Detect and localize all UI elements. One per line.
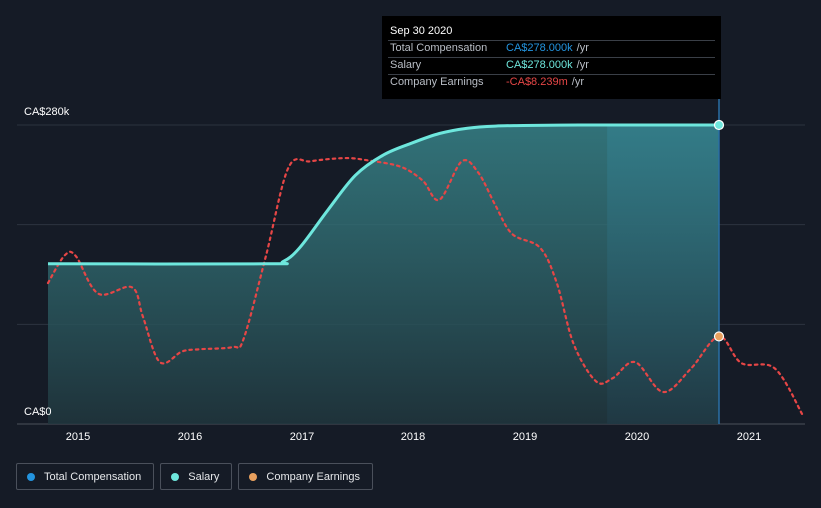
x-tick: 2016 bbox=[177, 431, 203, 443]
tooltip-value-total-compensation: CA$278.000k/yr bbox=[506, 42, 589, 54]
tooltip-unit: /yr bbox=[571, 76, 584, 88]
company-earnings-line bbox=[46, 156, 804, 417]
y-label-zero: CA$0 bbox=[24, 406, 52, 418]
x-tick: 2017 bbox=[289, 431, 315, 443]
legend-label: Company Earnings bbox=[266, 470, 360, 483]
legend: Total Compensation Salary Company Earnin… bbox=[16, 463, 373, 490]
legend-label: Total Compensation bbox=[44, 470, 142, 483]
tooltip-date: Sep 30 2020 bbox=[390, 25, 453, 37]
tooltip-divider bbox=[388, 40, 715, 41]
tooltip-unit: /yr bbox=[576, 59, 589, 71]
legend-item-company-earnings[interactable]: Company Earnings bbox=[238, 463, 373, 490]
legend-dot-icon bbox=[249, 472, 258, 481]
x-tick: 2021 bbox=[736, 431, 762, 443]
tooltip-value-company-earnings: -CA$8.239m/yr bbox=[506, 76, 584, 88]
legend-item-salary[interactable]: Salary bbox=[160, 463, 233, 490]
tooltip-value-salary: CA$278.000k/yr bbox=[506, 59, 589, 71]
compensation-area bbox=[48, 124, 719, 424]
tooltip-divider bbox=[388, 57, 715, 58]
x-tick: 2018 bbox=[400, 431, 426, 443]
tooltip-amount: CA$278.000k bbox=[506, 42, 573, 54]
earnings-marker bbox=[713, 331, 725, 342]
x-tick: 2015 bbox=[65, 431, 91, 443]
tooltip-label-total-compensation: Total Compensation bbox=[390, 42, 488, 54]
tooltip-divider bbox=[388, 74, 715, 75]
legend-item-total-compensation[interactable]: Total Compensation bbox=[16, 463, 155, 490]
legend-dot-icon bbox=[171, 472, 180, 481]
tooltip-amount: CA$278.000k bbox=[506, 59, 573, 71]
tooltip-label-company-earnings: Company Earnings bbox=[390, 76, 484, 88]
tooltip-unit: /yr bbox=[576, 42, 589, 54]
tooltip-amount: -CA$8.239m bbox=[506, 76, 568, 88]
y-label-top: CA$280k bbox=[24, 106, 70, 118]
tooltip: Sep 30 2020 Total Compensation CA$278.00… bbox=[382, 16, 721, 99]
legend-dot-icon bbox=[27, 472, 35, 481]
tooltip-label-salary: Salary bbox=[390, 59, 422, 71]
salary-line bbox=[47, 123, 719, 266]
salary-marker bbox=[713, 119, 725, 131]
x-tick: 2020 bbox=[624, 431, 650, 443]
legend-label: Salary bbox=[188, 470, 220, 483]
x-tick: 2019 bbox=[512, 431, 538, 443]
